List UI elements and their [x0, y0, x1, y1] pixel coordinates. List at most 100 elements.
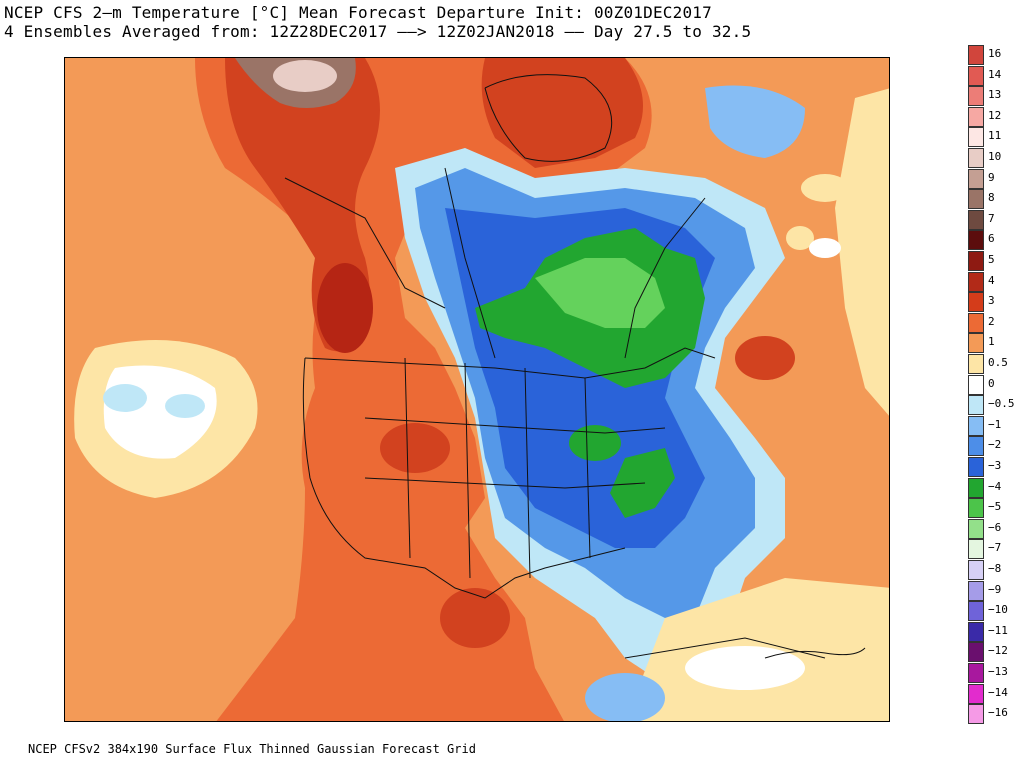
legend-entry: −11	[966, 621, 1024, 642]
hot-atlantic-spot	[735, 336, 795, 380]
legend-entry: −14	[966, 683, 1024, 704]
legend-swatch	[968, 251, 984, 271]
state-line-1	[364, 417, 666, 434]
legend-label: 4	[988, 273, 995, 287]
cool-caribbean-patch	[585, 673, 665, 721]
legend-label: 0	[988, 376, 995, 390]
legend-entry: 9	[966, 168, 1024, 189]
legend-swatch	[968, 106, 984, 127]
grid-description-footer: NCEP CFSv2 384x190 Surface Flux Thinned …	[28, 742, 476, 756]
legend-label: 10	[988, 150, 1002, 163]
legend-entry: 16	[966, 44, 1024, 65]
legend-entry: −16	[966, 703, 1024, 725]
legend-entry: 8	[966, 188, 1024, 210]
legend-label: −9	[988, 582, 1002, 596]
legend-label: 11	[988, 129, 1002, 143]
legend-entry: −0.5	[966, 394, 1024, 416]
legend-swatch	[968, 333, 984, 354]
legend-entry: 12	[966, 106, 1024, 127]
neutral-caribbean-patch	[685, 646, 805, 690]
legend-entry: −12	[966, 641, 1024, 663]
legend-entry: −9	[966, 580, 1024, 601]
legend-entry: −2	[966, 435, 1024, 457]
legend-label: −5	[988, 500, 1002, 514]
us-canada-border	[304, 347, 716, 379]
colder-ohio-valley-spot	[569, 425, 621, 461]
legend-swatch	[968, 127, 984, 148]
legend-swatch	[968, 539, 984, 560]
legend-swatch	[968, 415, 984, 436]
map-title-line-1: NCEP CFS 2–m Temperature [°C] Mean Forec…	[4, 3, 712, 22]
legend-swatch	[968, 704, 984, 725]
legend-entry: 0	[966, 374, 1024, 395]
legend-entry: 7	[966, 209, 1024, 230]
legend-entry: −5	[966, 497, 1024, 519]
legend-label: 12	[988, 108, 1002, 122]
legend-entry: −13	[966, 662, 1024, 683]
legend-entry: 6	[966, 229, 1024, 251]
legend-swatch	[968, 209, 984, 230]
legend-swatch	[968, 230, 984, 251]
legend-entry: −7	[966, 538, 1024, 560]
state-line-2	[364, 477, 646, 489]
legend-entry: −3	[966, 456, 1024, 477]
cool-pacific-spot-2	[165, 394, 205, 418]
legend-swatch	[968, 498, 984, 519]
pale-atlantic-spot	[801, 174, 849, 202]
legend-label: −14	[988, 685, 1008, 699]
legend-label: −10	[988, 603, 1008, 617]
arctic-peak-core	[273, 60, 337, 92]
antilles-outline	[764, 647, 866, 659]
color-scale-legend: 16 14 13 12 11 10 9 8 7 6 5 4 3 2 1 0.5 0 −0.5 −1 −2 −3 −4 −5 −…	[966, 44, 1024, 725]
legend-swatch	[968, 86, 984, 107]
state-line-4	[464, 362, 471, 579]
hot-greenland-region	[481, 58, 643, 168]
canada-province-line-1	[284, 177, 446, 309]
legend-label: 0.5	[988, 356, 1008, 369]
pale-atlantic-spot-2	[786, 226, 814, 250]
legend-entry: −1	[966, 415, 1024, 436]
state-line-6	[584, 377, 591, 559]
legend-label: −7	[988, 541, 1002, 555]
legend-swatch	[968, 395, 984, 416]
legend-entry: −6	[966, 518, 1024, 539]
legend-label: −0.5	[988, 397, 1015, 411]
legend-label: −13	[988, 665, 1008, 678]
legend-swatch	[968, 45, 984, 65]
legend-label: −11	[988, 623, 1008, 637]
hottest-interior-bc	[317, 263, 373, 353]
canada-province-line-2	[444, 167, 496, 359]
boundary-lines	[284, 74, 866, 659]
legend-label: 8	[988, 191, 995, 205]
legend-label: 5	[988, 253, 995, 266]
legend-swatch	[968, 271, 984, 292]
legend-swatch	[968, 148, 984, 168]
legend-entry: 1	[966, 332, 1024, 354]
legend-label: 1	[988, 335, 995, 349]
map-title-line-2: 4 Ensembles Averaged from: 12Z28DEC2017 …	[4, 22, 752, 41]
legend-label: −12	[988, 644, 1008, 658]
legend-entry: 11	[966, 126, 1024, 148]
legend-entry: 10	[966, 147, 1024, 168]
legend-swatch	[968, 436, 984, 457]
legend-label: −8	[988, 562, 1002, 575]
legend-label: 2	[988, 314, 995, 328]
legend-swatch	[968, 580, 984, 601]
us-mexico-border	[302, 357, 626, 599]
legend-entry: −10	[966, 600, 1024, 622]
state-line-3	[404, 357, 411, 559]
legend-swatch	[968, 477, 984, 498]
hot-texas-spot	[440, 588, 510, 648]
legend-swatch	[968, 354, 984, 374]
greenland-outline	[484, 74, 613, 162]
legend-swatch	[968, 65, 984, 86]
legend-entry: 13	[966, 85, 1024, 107]
legend-entry: −4	[966, 477, 1024, 498]
legend-label: 7	[988, 211, 995, 225]
legend-swatch	[968, 168, 984, 189]
legend-label: 16	[988, 47, 1002, 60]
hot-plains-spot	[380, 423, 450, 473]
legend-swatch	[968, 292, 984, 313]
legend-label: 9	[988, 170, 995, 184]
map-canvas	[65, 58, 889, 721]
